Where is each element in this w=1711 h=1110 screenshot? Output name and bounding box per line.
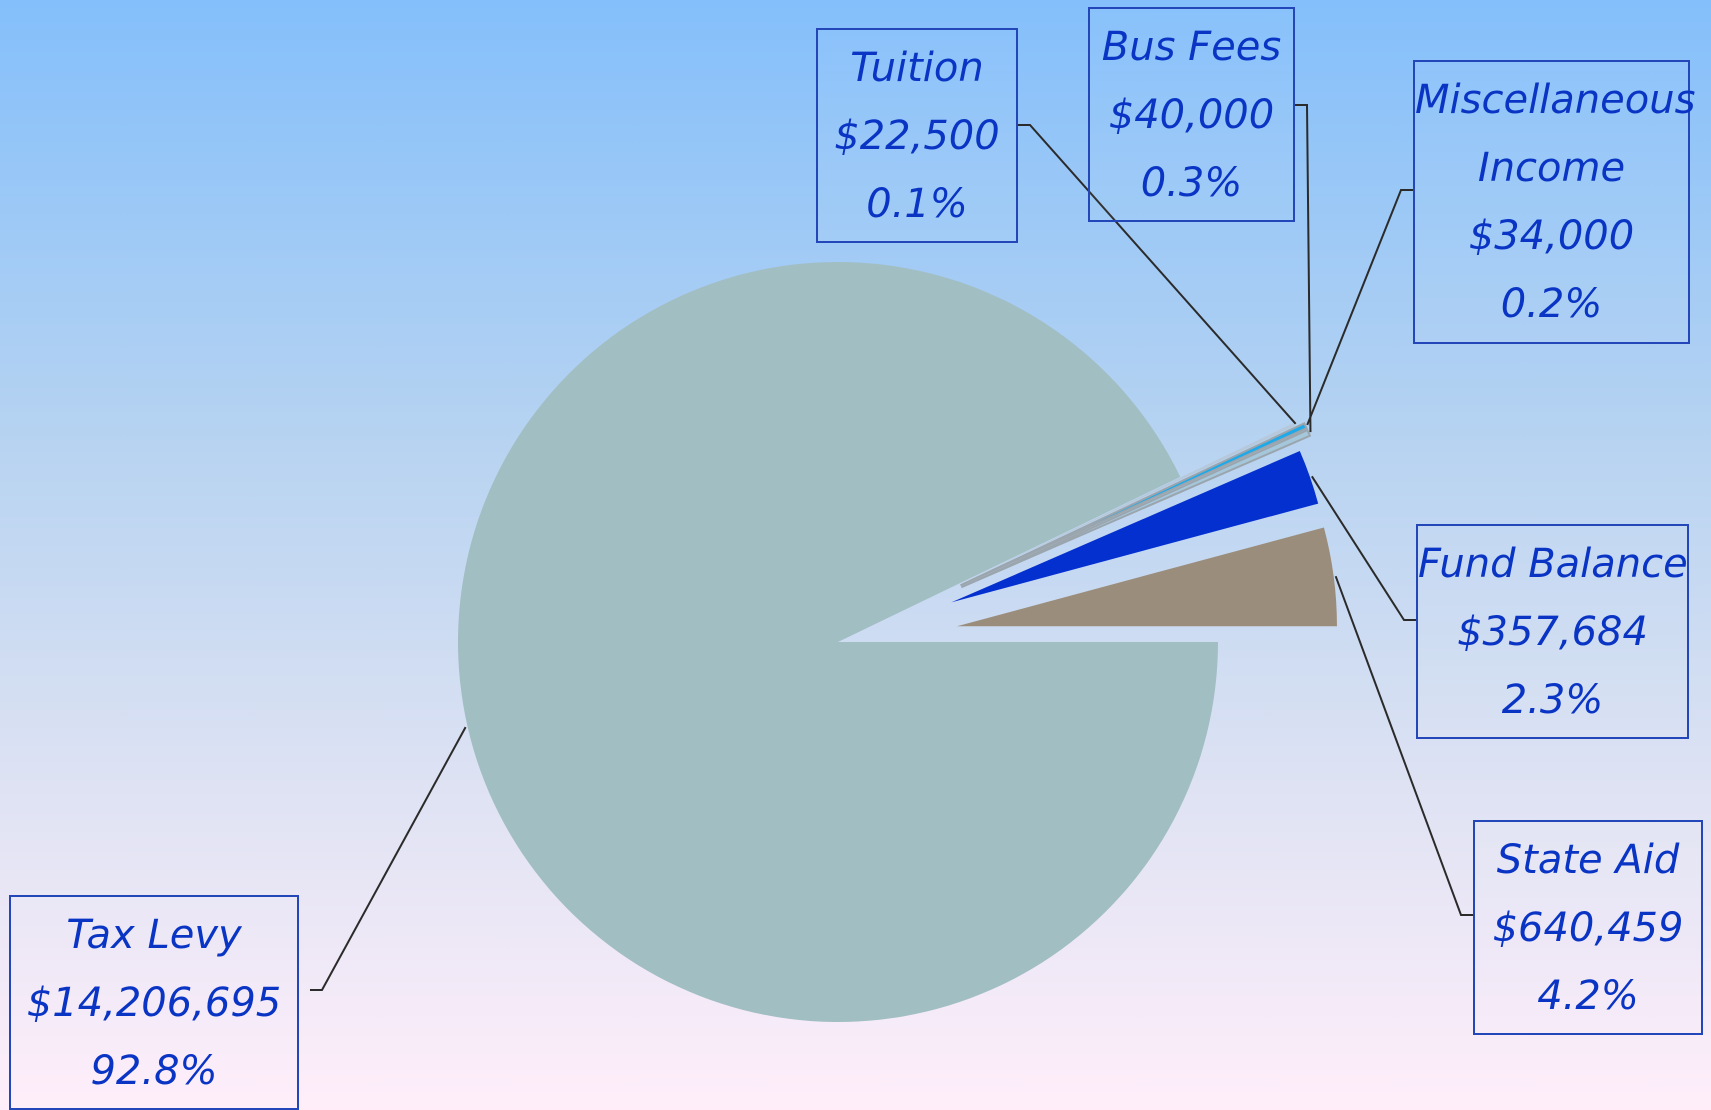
pie-slice-miscellaneous-income xyxy=(960,422,1308,587)
slice-percent-text: 0.1% xyxy=(866,180,968,227)
pie-slice-tax-levy xyxy=(458,262,1218,1023)
slice-percent-text: 0.2% xyxy=(1500,281,1603,327)
slice-percent-text: 0.3% xyxy=(1140,159,1243,206)
label-tuition: Tuition $22,500 0.1% xyxy=(816,28,1018,243)
slice-label-text: Bus Fees xyxy=(1101,23,1282,70)
slice-label-text: Tax Levy xyxy=(66,911,242,958)
slice-value-text: $22,500 xyxy=(834,112,1000,159)
slice-value-text: $34,000 xyxy=(1468,213,1635,259)
slice-label-text: Fund Balance xyxy=(1418,540,1688,587)
slice-percent-text: 2.3% xyxy=(1501,676,1604,723)
leader-line-miscellaneous-income xyxy=(1306,189,1413,426)
slice-value-text: $14,206,695 xyxy=(26,979,282,1026)
label-fund-balance: Fund Balance $357,684 2.3% xyxy=(1416,524,1689,739)
label-bus-fees: Bus Fees $40,000 0.3% xyxy=(1088,7,1295,222)
leader-line-fund-balance xyxy=(1311,475,1416,621)
slice-value-text: $357,684 xyxy=(1457,608,1648,655)
leader-line-tuition xyxy=(1018,124,1297,425)
pie-slice-tuition xyxy=(950,423,1295,589)
pie-slice-bus-fees xyxy=(960,428,1312,589)
label-state-aid: State Aid $640,459 4.2% xyxy=(1473,820,1703,1035)
leader-line-state-aid xyxy=(1334,575,1473,916)
slice-percent-text: 4.2% xyxy=(1537,972,1639,1019)
label-miscellaneous-income: Miscellaneous Income $34,000 0.2% xyxy=(1413,60,1696,344)
leader-line-tax-levy xyxy=(310,726,467,991)
slice-label-text: Miscellaneous xyxy=(1415,77,1696,123)
slice-label-text: Tuition xyxy=(850,44,984,91)
label-tax-levy: Tax Levy $14,206,695 92.8% xyxy=(9,895,299,1110)
slice-value-text: $40,000 xyxy=(1108,91,1275,138)
slice-label-text: State Aid xyxy=(1496,836,1680,883)
pie-slice-state-aid xyxy=(956,527,1337,627)
slice-value-text: $640,459 xyxy=(1492,904,1684,951)
slice-percent-text: 92.8% xyxy=(90,1047,218,1094)
slice-label-text: Income xyxy=(1477,145,1626,191)
leader-line-bus-fees xyxy=(1295,104,1312,433)
pie-slice-fund-balance xyxy=(951,450,1319,603)
